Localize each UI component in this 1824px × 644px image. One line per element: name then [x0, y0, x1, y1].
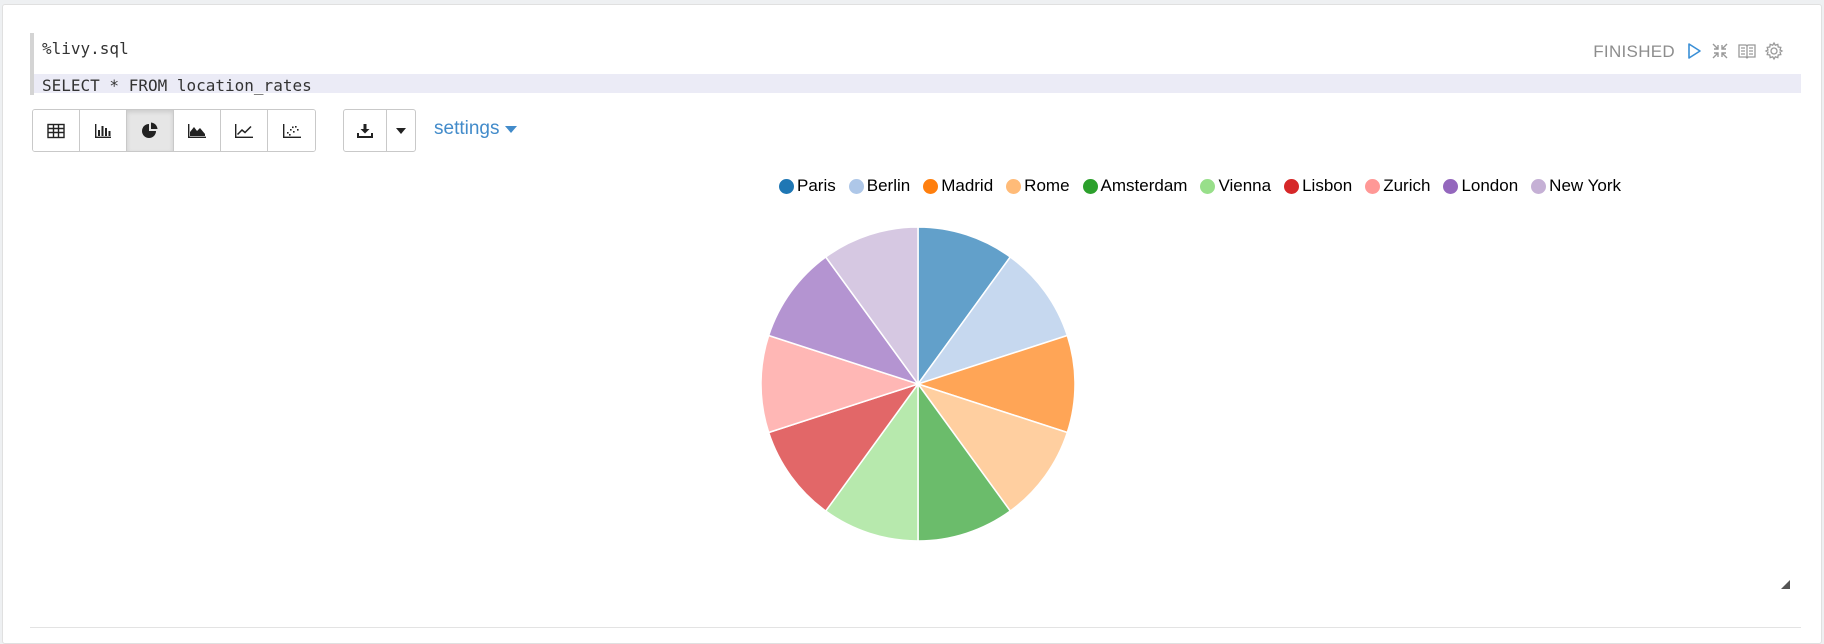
- bar-chart-icon: [95, 123, 111, 138]
- download-button-group: [343, 109, 416, 152]
- pie-slice-lisbon[interactable]: [767, 382, 920, 513]
- gear-icon[interactable]: [1764, 41, 1784, 61]
- legend-label: Amsterdam: [1100, 176, 1188, 195]
- pie-slice-berlin[interactable]: [916, 255, 1069, 386]
- divider: [30, 627, 1801, 628]
- chevron-down-icon: [396, 127, 406, 134]
- legend-swatch[interactable]: [1006, 178, 1022, 194]
- pie-slice-london[interactable]: [767, 255, 920, 386]
- settings-toggle[interactable]: settings: [434, 118, 518, 140]
- legend-swatch[interactable]: [1443, 178, 1459, 194]
- caret-down-icon: [505, 125, 518, 133]
- legend-item[interactable]: Madrid: [923, 176, 993, 196]
- download-dropdown-toggle[interactable]: [387, 110, 415, 151]
- pie-slice-vienna[interactable]: [824, 381, 919, 542]
- collapse-icon[interactable]: [1710, 41, 1730, 61]
- legend-swatch[interactable]: [1531, 178, 1547, 194]
- pie-slice-amsterdam[interactable]: [917, 381, 1012, 542]
- pie-slice-paris[interactable]: [917, 226, 1012, 387]
- download-button[interactable]: [344, 110, 387, 151]
- legend-item[interactable]: Zurich: [1365, 176, 1430, 196]
- pie-slice-new-york[interactable]: [824, 226, 919, 387]
- legend-label: Madrid: [941, 176, 994, 195]
- legend-label: New York: [1549, 176, 1621, 195]
- pie-chart-button[interactable]: [127, 110, 174, 151]
- legend-swatch[interactable]: [779, 178, 794, 194]
- legend-swatch[interactable]: [1082, 178, 1098, 194]
- download-icon: [357, 123, 373, 138]
- book-icon[interactable]: [1737, 41, 1757, 61]
- line-chart-button[interactable]: [221, 110, 268, 151]
- pie-chart-icon: [142, 122, 158, 138]
- legend-item[interactable]: Paris: [779, 176, 836, 196]
- line-chart-icon: [235, 123, 253, 138]
- legend-label: Rome: [1024, 176, 1070, 195]
- code-editor[interactable]: %livy.sql SELECT * FROM location_rates: [30, 33, 1801, 95]
- legend-label: Lisbon: [1302, 176, 1353, 195]
- active-line-highlight: [34, 74, 1801, 93]
- legend-swatch[interactable]: [848, 178, 864, 194]
- legend-item[interactable]: Amsterdam: [1082, 176, 1188, 196]
- pie-chart: [760, 226, 1076, 542]
- legend-item[interactable]: London: [1443, 176, 1518, 196]
- legend-swatch[interactable]: [1365, 178, 1381, 194]
- legend-swatch[interactable]: [1200, 178, 1216, 194]
- area-chart-button[interactable]: [174, 110, 221, 151]
- settings-label[interactable]: settings: [434, 118, 500, 139]
- legend-label: Zurich: [1383, 176, 1431, 195]
- legend-item[interactable]: Vienna: [1200, 176, 1271, 196]
- pie-slice-rome[interactable]: [916, 382, 1069, 513]
- legend-item[interactable]: Berlin: [848, 176, 911, 196]
- query-line[interactable]: SELECT * FROM location_rates: [42, 76, 312, 95]
- pie-slice-madrid[interactable]: [915, 334, 1076, 434]
- table-view-button[interactable]: [33, 110, 80, 151]
- legend-swatch[interactable]: [1284, 178, 1300, 194]
- legend-label: Berlin: [866, 176, 911, 195]
- table-icon: [47, 123, 65, 138]
- legend-item[interactable]: Lisbon: [1284, 176, 1352, 196]
- pie-slice-zurich[interactable]: [760, 334, 921, 434]
- interpreter-line[interactable]: %livy.sql: [42, 39, 129, 58]
- scatter-chart-button[interactable]: [268, 110, 315, 151]
- legend-label: London: [1461, 176, 1519, 195]
- status-label: FINISHED: [1593, 42, 1675, 61]
- legend-item[interactable]: Rome: [1006, 176, 1070, 196]
- area-chart-icon: [188, 123, 206, 138]
- chart-legend: Paris Berlin Madrid Rome Amsterdam Vienna Lisb…: [779, 176, 1634, 196]
- run-icon[interactable]: [1684, 41, 1704, 61]
- legend-swatch[interactable]: [923, 178, 939, 194]
- resize-handle-icon[interactable]: [1779, 578, 1791, 590]
- legend-label: Vienna: [1218, 176, 1272, 195]
- bar-chart-button[interactable]: [80, 110, 127, 151]
- visualization-toolbar: [32, 109, 316, 152]
- legend-item[interactable]: New York: [1531, 176, 1621, 196]
- notebook-paragraph: %livy.sql SELECT * FROM location_rates F…: [2, 4, 1822, 644]
- legend-label: Paris: [797, 176, 836, 195]
- scatter-chart-icon: [282, 123, 301, 138]
